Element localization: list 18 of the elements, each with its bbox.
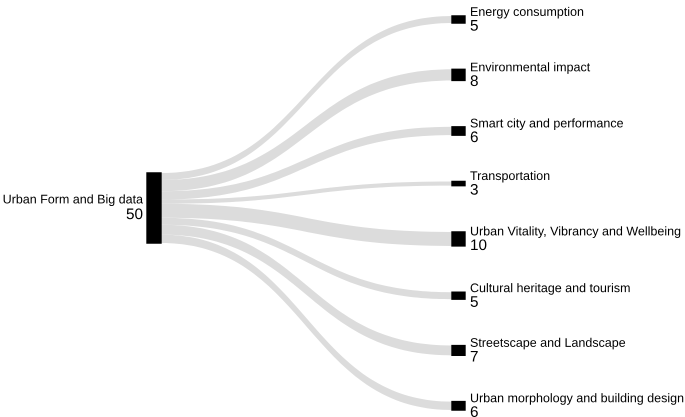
category-label: Smart city and performance bbox=[470, 118, 623, 130]
category-label: Transportation bbox=[470, 170, 550, 183]
data-label: 7 bbox=[470, 350, 478, 362]
category-label: Streetscape and Landscape bbox=[470, 338, 626, 350]
data-label: 3 bbox=[470, 184, 478, 195]
data-label: 50 bbox=[126, 208, 142, 220]
category-label: Environmental impact bbox=[471, 62, 590, 74]
category-label: Urban morphology and building design bbox=[470, 393, 684, 405]
data-label: 8 bbox=[470, 75, 478, 86]
category-label: Cultural heritage and tourism bbox=[470, 283, 630, 295]
data-label: 5 bbox=[470, 20, 478, 31]
data-label: 5 bbox=[470, 296, 478, 307]
category-label: Urban Vitality, Vibrancy and Wellbeing bbox=[470, 226, 680, 238]
data-label: 6 bbox=[470, 131, 478, 142]
category-label: Urban Form and Big data bbox=[4, 194, 144, 206]
category-label: Energy consumption bbox=[471, 6, 584, 18]
data-label: 6 bbox=[470, 406, 478, 417]
data-label: 10 bbox=[471, 239, 486, 250]
